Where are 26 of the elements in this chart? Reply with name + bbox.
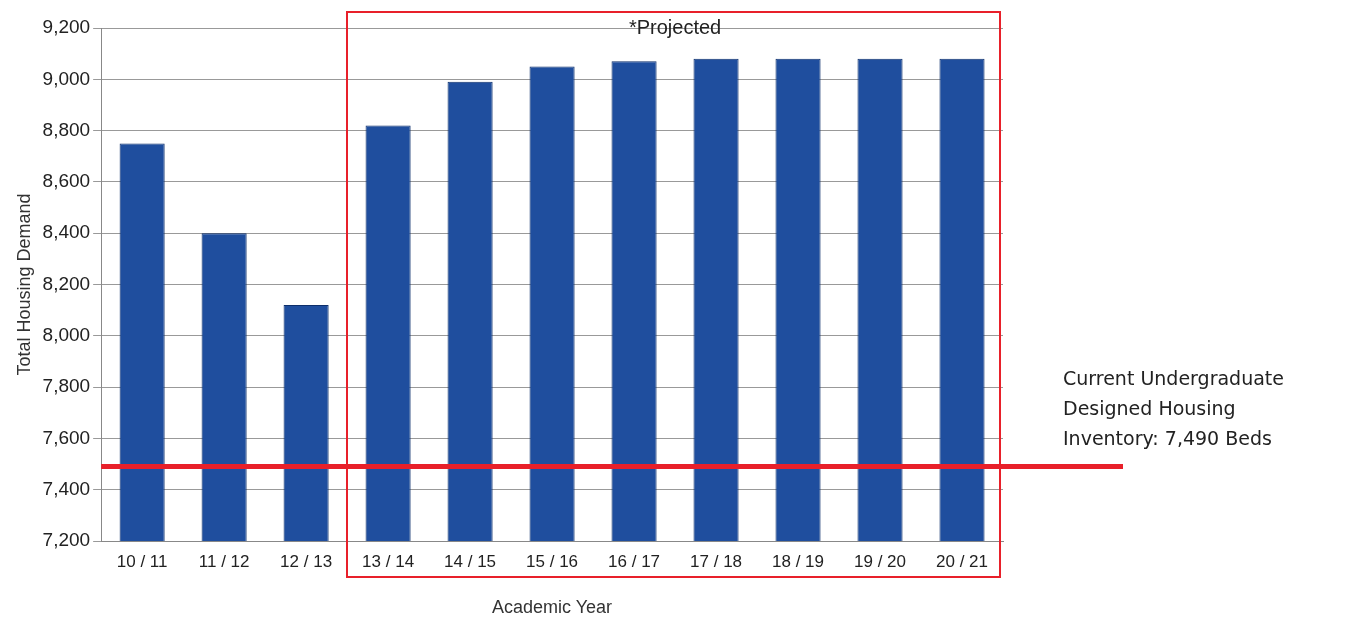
y-tick-label: 8,600 (42, 170, 91, 192)
y-tick-label: 8,000 (42, 324, 91, 346)
ref-line-label: Current Undergraduate Designed Housing Inventory: 7,490 Beds (1063, 366, 1284, 449)
x-tick-label: 10 / 11 (116, 551, 168, 571)
y-tick-label: 7,800 (42, 375, 91, 397)
y-tick-label: 7,200 (42, 529, 91, 551)
y-axis-title: Total Housing Demand (13, 193, 34, 376)
y-tick-label: 8,800 (42, 118, 91, 140)
x-tick-label: 15 / 16 (526, 551, 579, 571)
x-tick-label: 19 / 20 (854, 551, 907, 571)
x-tick-label: 16 / 17 (608, 551, 661, 571)
x-axis-title: Academic Year (492, 597, 613, 618)
annotation: *Projected (628, 15, 722, 38)
x-tick-label: 12 / 13 (280, 551, 333, 571)
x-tick-label: 17 / 18 (690, 551, 743, 571)
x-tick-label: 20 / 21 (936, 551, 989, 571)
y-tick-label: 7,600 (42, 426, 91, 448)
y-tick-label: 8,400 (42, 221, 91, 243)
x-tick-label: 18 / 19 (772, 551, 825, 571)
x-tick-label: 13 / 14 (362, 551, 415, 571)
y-tick-label: 9,200 (42, 16, 91, 38)
x-tick-label: 14 / 15 (444, 551, 497, 571)
y-tick-label: 8,200 (42, 272, 91, 294)
x-tick-label: 11 / 12 (198, 551, 250, 571)
y-tick-label: 7,400 (42, 477, 91, 499)
y-tick-label: 9,000 (42, 67, 91, 89)
